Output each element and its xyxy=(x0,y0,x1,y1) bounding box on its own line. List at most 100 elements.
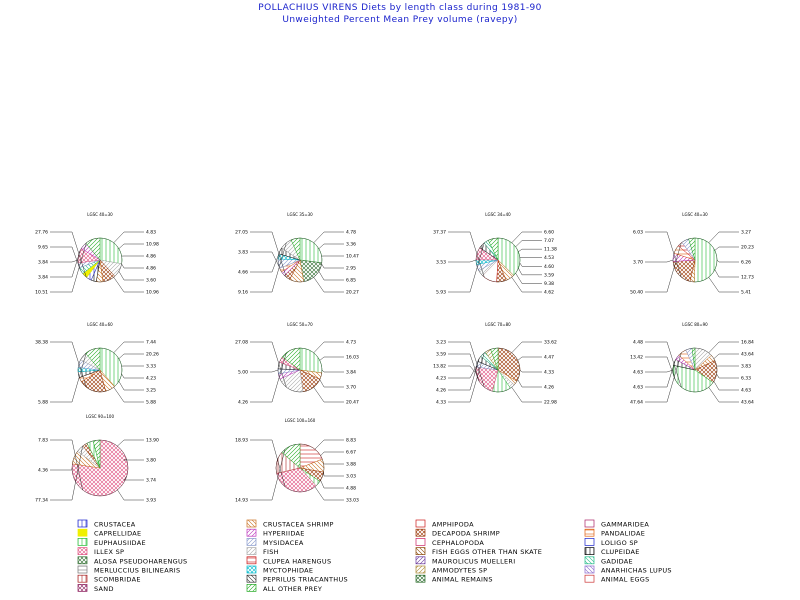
legend-item-pandalidae: PANDALIDAE xyxy=(584,528,645,538)
pie-title: LGSC 40=60 xyxy=(87,322,113,327)
slice-value-label: 3.74 xyxy=(146,478,156,484)
slice-value-label: 4.36 xyxy=(38,468,48,474)
legend-label: CRUSTACEA xyxy=(94,521,136,529)
leader-line xyxy=(123,476,144,481)
leader-line xyxy=(716,373,739,379)
legend-label: AMPHIPODA xyxy=(432,521,474,529)
slice-value-label: 5.93 xyxy=(436,290,446,296)
leader-line xyxy=(708,231,739,243)
leader-line xyxy=(117,439,144,447)
pie-title: LGSC 34=40 xyxy=(485,212,511,217)
leader-line xyxy=(113,277,144,293)
pie-5: LGSC 40=60 38.38 5.88 7.44 20.26 3.33 4.23 3.25… xyxy=(35,322,159,406)
leader-line xyxy=(319,356,344,361)
legend-swatch xyxy=(415,565,426,574)
leader-line xyxy=(716,259,739,263)
slice-value-label: 4.86 xyxy=(146,254,156,260)
pie-title: LGSC 80=90 xyxy=(682,322,708,327)
leader-line xyxy=(250,449,286,501)
slice-value-label: 3.60 xyxy=(146,278,156,284)
slice-value-label: 3.59 xyxy=(544,272,554,278)
slice-value-label: 13.90 xyxy=(146,438,159,444)
legend-label: CEPHALOPODA xyxy=(432,539,484,547)
slice-value-label: 3.84 xyxy=(346,370,356,376)
slice-value-label: 6.85 xyxy=(346,278,356,284)
leader-line xyxy=(708,277,739,293)
legend-swatch xyxy=(246,584,257,592)
leader-line xyxy=(645,231,682,278)
leader-line xyxy=(448,341,485,388)
legend-swatch xyxy=(246,538,257,546)
leader-line xyxy=(519,257,542,258)
leader-line xyxy=(314,439,344,450)
leader-line xyxy=(645,352,682,403)
legend-label: SCOMBRIDAE xyxy=(94,576,141,584)
slice-value-label: 10.47 xyxy=(346,254,359,260)
leader-line xyxy=(50,231,87,278)
slice-value-label: 4.26 xyxy=(544,385,554,391)
slice-value-label: 27.08 xyxy=(235,340,248,346)
legend-item-clupeidae: CLUPEIDAE xyxy=(584,547,640,556)
leader-line xyxy=(323,472,344,477)
legend-swatch xyxy=(246,574,257,583)
slice-value-label: 4.48 xyxy=(633,340,643,346)
slice-value-label: 4.63 xyxy=(633,385,643,391)
legend-label: EUPHAUSIIDAE xyxy=(94,539,146,547)
leader-line xyxy=(320,451,344,456)
legend-swatch xyxy=(77,565,88,574)
slice-value-label: 3.80 xyxy=(146,458,156,464)
pie-2: LGSC 35=30 27.05 3.83 4.66 9.16 4.78 3.36 10.47… xyxy=(235,212,359,296)
legend-swatch xyxy=(415,528,426,537)
slice-value-label: 4.23 xyxy=(146,376,156,382)
slice-value-label: 3.93 xyxy=(146,498,156,504)
leader-line xyxy=(714,269,739,278)
slice-value-label: 3.88 xyxy=(346,462,356,468)
legend-item-alosa-pseudoharengus: ALOSA PSEUDOHARENGUS xyxy=(77,556,187,565)
pie-title: LGSC 100=160 xyxy=(285,418,316,423)
pie-3: LGSC 34=40 37.37 3.53 5.93 6.60 7.07 11.38 4.53… xyxy=(433,212,557,296)
slice-value-label: 9.38 xyxy=(544,281,554,287)
legend-label: MERLUCCIUS BILINEARIS xyxy=(94,567,180,575)
slice-value-label: 43.64 xyxy=(741,352,754,358)
legend-swatch xyxy=(584,519,595,528)
pie-9: LGSC 90=100 7.83 4.36 77.34 13.90 3.80 3.74 3.9… xyxy=(35,414,159,504)
legend-item-peprilus-triacanthus: PEPRILUS TRIACANTHUS xyxy=(246,574,348,584)
slice-value-label: 43.64 xyxy=(741,400,754,406)
chart-subtitle: Unweighted Percent Mean Prey volume (rav… xyxy=(282,15,518,25)
legend-swatch xyxy=(246,556,257,565)
slice-value-label: 8.83 xyxy=(346,438,356,444)
pie-slice-euphausiidae xyxy=(694,237,718,283)
slice-value-label: 3.25 xyxy=(146,388,156,394)
leader-line xyxy=(50,446,83,501)
slice-value-label: 4.73 xyxy=(346,340,356,346)
pie-outline xyxy=(277,237,323,283)
slice-value-label: 6.33 xyxy=(741,376,751,382)
leader-line xyxy=(319,379,344,388)
pie-slice-euphausiidae xyxy=(299,347,323,374)
slice-value-label: 3.84 xyxy=(38,275,48,281)
pie-7: LGSC 70=80 3.23 3.59 13.82 4.23 4.26 4.33 33.62… xyxy=(433,322,557,406)
legend-swatch xyxy=(584,574,595,583)
legend-item-caprellidae: CAPRELLIDAE xyxy=(77,528,141,538)
pie-10: LGSC 100=160 18.93 14.93 8.83 6.67 3.88 3.03 4.… xyxy=(235,418,359,504)
slice-value-label: 33.03 xyxy=(346,498,359,504)
legend-swatch xyxy=(77,556,88,565)
legend-item-cephalopoda: CEPHALOPODA xyxy=(415,538,484,547)
legend-label: CLUPEIDAE xyxy=(601,548,640,556)
leader-line xyxy=(517,356,542,361)
slice-value-label: 4.53 xyxy=(544,255,554,261)
slice-value-label: 3.83 xyxy=(741,364,751,370)
pie-title: LGSC 50=70 xyxy=(287,322,313,327)
leader-line xyxy=(314,486,344,501)
leader-line xyxy=(113,387,144,403)
slice-value-label: 47.64 xyxy=(630,400,643,406)
slice-value-label: 14.93 xyxy=(235,498,248,504)
legend-label: AMMODYTES SP xyxy=(432,567,487,575)
leader-line xyxy=(321,369,344,373)
legend-label: HYPERIIDAE xyxy=(263,530,305,538)
legend-item-illex-sp: ILLEX SP xyxy=(77,547,124,556)
legend-item-mysidacea: MYSIDACEA xyxy=(246,538,304,547)
leader-line xyxy=(50,259,79,263)
slice-value-label: 6.03 xyxy=(633,230,643,236)
